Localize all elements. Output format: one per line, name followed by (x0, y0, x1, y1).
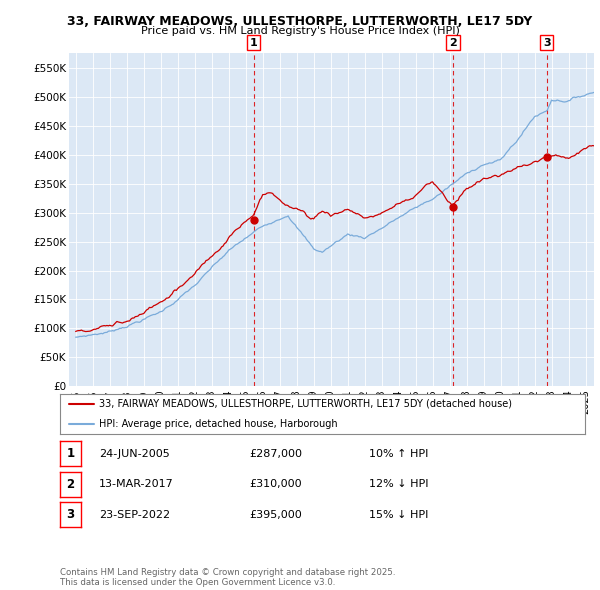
Text: 12% ↓ HPI: 12% ↓ HPI (369, 479, 428, 489)
Text: 33, FAIRWAY MEADOWS, ULLESTHORPE, LUTTERWORTH, LE17 5DY (detached house): 33, FAIRWAY MEADOWS, ULLESTHORPE, LUTTER… (100, 399, 512, 408)
Text: 3: 3 (543, 38, 551, 48)
Text: £287,000: £287,000 (249, 448, 302, 458)
Text: 24-JUN-2005: 24-JUN-2005 (99, 448, 170, 458)
Text: 2: 2 (67, 478, 74, 491)
Text: Contains HM Land Registry data © Crown copyright and database right 2025.
This d: Contains HM Land Registry data © Crown c… (60, 568, 395, 587)
Text: 3: 3 (67, 509, 74, 522)
Text: HPI: Average price, detached house, Harborough: HPI: Average price, detached house, Harb… (100, 419, 338, 428)
Text: 1: 1 (67, 447, 74, 460)
Text: 1: 1 (250, 38, 257, 48)
Text: 10% ↑ HPI: 10% ↑ HPI (369, 448, 428, 458)
Text: 33, FAIRWAY MEADOWS, ULLESTHORPE, LUTTERWORTH, LE17 5DY: 33, FAIRWAY MEADOWS, ULLESTHORPE, LUTTER… (67, 15, 533, 28)
Text: Price paid vs. HM Land Registry's House Price Index (HPI): Price paid vs. HM Land Registry's House … (140, 26, 460, 36)
Text: 23-SEP-2022: 23-SEP-2022 (99, 510, 170, 520)
Text: £310,000: £310,000 (249, 479, 302, 489)
Text: 2: 2 (449, 38, 457, 48)
Text: £395,000: £395,000 (249, 510, 302, 520)
Text: 13-MAR-2017: 13-MAR-2017 (99, 479, 174, 489)
Text: 15% ↓ HPI: 15% ↓ HPI (369, 510, 428, 520)
